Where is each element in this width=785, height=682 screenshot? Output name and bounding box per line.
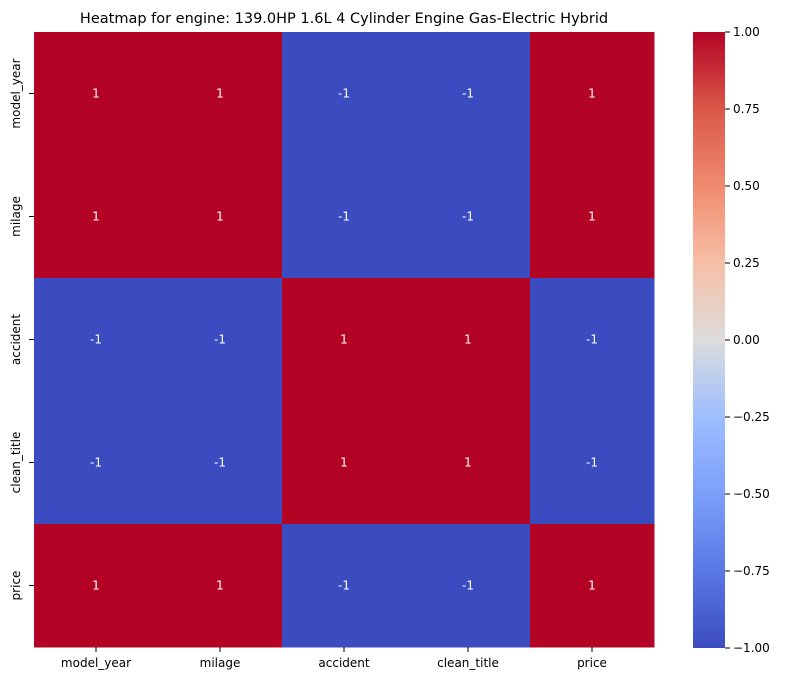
x-tick-label: price (577, 656, 607, 670)
y-tick-label: accident (9, 314, 23, 365)
colorbar-gradient (693, 32, 725, 648)
cell-label: 1 (216, 579, 224, 593)
cell-label: -1 (462, 579, 474, 593)
colorbar-tick-label: 1.00 (733, 25, 760, 39)
colorbar-tick-label: −0.50 (733, 487, 770, 501)
cell-label: -1 (90, 333, 102, 347)
colorbar-tick-label: 0.00 (733, 333, 760, 347)
cell-label: -1 (338, 579, 350, 593)
heatmap-cell (158, 524, 283, 648)
y-tick-label: model_year (9, 58, 23, 128)
x-tick-label: milage (200, 656, 241, 670)
heatmap-cell (34, 401, 159, 525)
cell-label: -1 (586, 456, 598, 470)
cell-label: 1 (216, 210, 224, 224)
x-tick-label: accident (318, 656, 369, 670)
heatmap-cell (282, 524, 407, 648)
colorbar-tick-label: −1.00 (733, 641, 770, 655)
heatmap-cell (34, 32, 159, 156)
heatmap-cell (282, 401, 407, 525)
cell-label: -1 (462, 87, 474, 101)
heatmap-cell (406, 278, 531, 402)
colorbar-tick-label: 0.75 (733, 102, 760, 116)
cell-label: -1 (214, 456, 226, 470)
heatmap-cell (530, 401, 655, 525)
cell-label: 1 (92, 210, 100, 224)
chart-title: Heatmap for engine: 139.0HP 1.6L 4 Cylin… (80, 11, 608, 27)
heatmap-cell (530, 32, 655, 156)
colorbar-ticks: 1.00 0.75 0.50 0.25 0.00 −0.25 −0.50 −0.75 −1.00 (725, 25, 770, 655)
cell-label: -1 (462, 210, 474, 224)
cell-label: 1 (588, 579, 596, 593)
cell-label: 1 (216, 87, 224, 101)
heatmap-cell (34, 524, 159, 648)
cell-label: 1 (464, 456, 472, 470)
heatmap-cell (282, 32, 407, 156)
x-axis-ticks: model_year milage accident clean_title price (61, 647, 607, 670)
colorbar-tick-label: 0.50 (733, 179, 760, 193)
heatmap-cell-labels: 1 1 -1 -1 1 1 1 -1 -1 1 -1 -1 1 1 -1 -1 -1 1 1 -1 1 1 -1 -1 1 (90, 87, 598, 593)
y-tick-label: clean_title (9, 432, 23, 494)
heatmap-cell (34, 155, 159, 279)
colorbar-tick-label: −0.25 (733, 410, 770, 424)
heatmap-cell (406, 32, 531, 156)
cell-label: 1 (464, 333, 472, 347)
cell-label: -1 (338, 210, 350, 224)
heatmap-cell (282, 155, 407, 279)
heatmap-cell (158, 401, 283, 525)
heatmap-cell (158, 32, 283, 156)
cell-label: 1 (588, 87, 596, 101)
heatmap-cell (530, 524, 655, 648)
cell-label: 1 (340, 333, 348, 347)
heatmap-cell (282, 278, 407, 402)
heatmap-cell (158, 278, 283, 402)
cell-label: 1 (92, 87, 100, 101)
colorbar-tick-label: 0.25 (733, 256, 760, 270)
x-tick-label: clean_title (437, 656, 499, 670)
heatmap-cell (406, 401, 531, 525)
heatmap-cell (406, 524, 531, 648)
heatmap-cell (34, 278, 159, 402)
cell-label: -1 (338, 87, 350, 101)
heatmap-cell (530, 155, 655, 279)
cell-label: -1 (586, 333, 598, 347)
heatmap-cell (406, 155, 531, 279)
x-tick-label: model_year (61, 656, 131, 670)
heatmap-cells (34, 32, 655, 648)
cell-label: -1 (214, 333, 226, 347)
y-tick-label: milage (9, 196, 23, 237)
colorbar-tick-label: −0.75 (733, 564, 770, 578)
cell-label: 1 (92, 579, 100, 593)
heatmap-cell (158, 155, 283, 279)
cell-label: 1 (340, 456, 348, 470)
cell-label: -1 (90, 456, 102, 470)
cell-label: 1 (588, 210, 596, 224)
colorbar: 1.00 0.75 0.50 0.25 0.00 −0.25 −0.50 −0.75 −1.00 (693, 25, 770, 655)
y-tick-label: price (9, 571, 23, 601)
heatmap-cell (530, 278, 655, 402)
